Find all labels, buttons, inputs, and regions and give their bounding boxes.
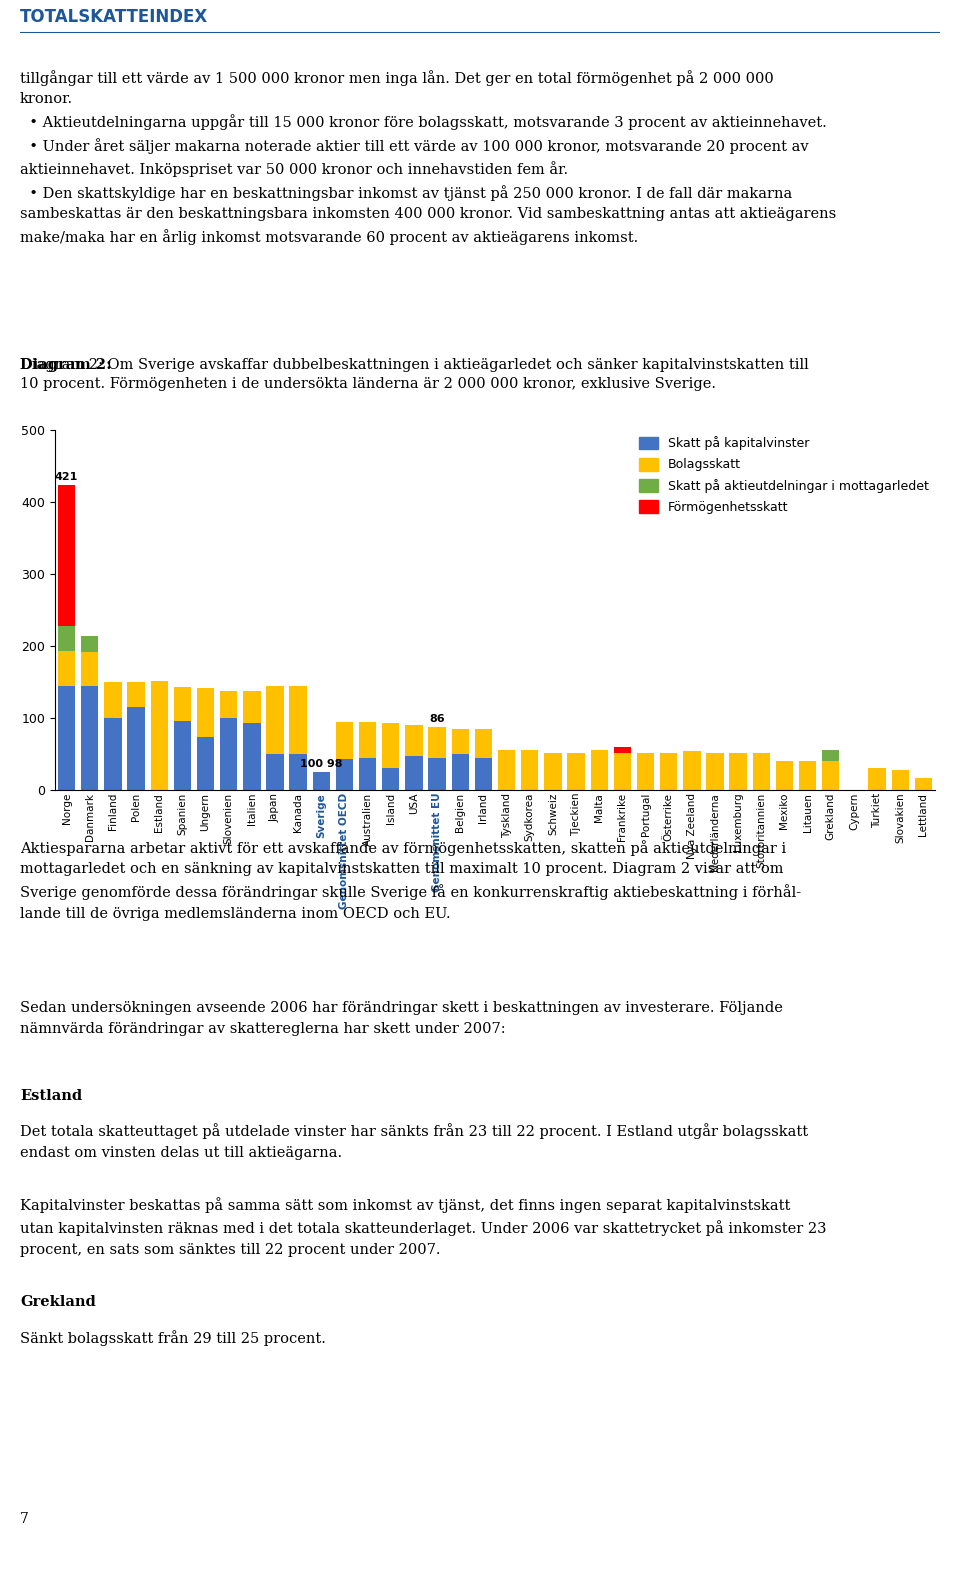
Bar	[428, 758, 445, 790]
Bar	[567, 753, 585, 790]
Bar	[336, 760, 353, 790]
Text: 86: 86	[429, 714, 444, 723]
Text: TOTALSKATTEINDEX: TOTALSKATTEINDEX	[20, 8, 208, 25]
Bar	[799, 761, 816, 790]
Bar	[382, 768, 399, 790]
Text: Kapitalvinster beskattas på samma sätt som inkomst av tjänst, det finns ingen se: Kapitalvinster beskattas på samma sätt s…	[20, 1197, 827, 1258]
Bar	[174, 722, 191, 790]
Bar	[81, 687, 99, 790]
Bar	[151, 680, 168, 790]
Bar	[822, 750, 839, 761]
Bar	[382, 723, 399, 768]
Text: Sänkt bolagsskatt från 29 till 25 procent.: Sänkt bolagsskatt från 29 till 25 procen…	[20, 1331, 325, 1347]
Bar	[428, 726, 445, 758]
Bar	[684, 752, 701, 790]
Bar	[613, 753, 631, 790]
Bar	[521, 750, 539, 790]
Bar	[81, 652, 99, 687]
Bar	[359, 722, 376, 758]
Bar	[313, 772, 330, 790]
Legend: Skatt på kapitalvinster, Bolagsskatt, Skatt på aktieutdelningar i mottagarledet,: Skatt på kapitalvinster, Bolagsskatt, Sk…	[639, 436, 928, 514]
Bar	[544, 753, 562, 790]
Bar	[451, 753, 468, 790]
Bar	[869, 768, 886, 790]
Bar	[636, 753, 654, 790]
Bar	[892, 769, 909, 790]
Text: Det totala skatteuttaget på utdelade vinster har sänkts från 23 till 22 procent.: Det totala skatteuttaget på utdelade vin…	[20, 1123, 808, 1159]
Bar	[128, 707, 145, 790]
Bar	[590, 750, 608, 790]
Text: Diagram 2:: Diagram 2:	[20, 358, 111, 373]
Bar	[475, 758, 492, 790]
Bar	[776, 761, 793, 790]
Bar	[58, 485, 75, 626]
Bar	[613, 747, 631, 753]
Bar	[405, 725, 422, 757]
Bar	[58, 626, 75, 650]
Bar	[105, 718, 122, 790]
Bar	[359, 758, 376, 790]
Bar	[730, 753, 747, 790]
Bar	[174, 687, 191, 722]
Bar	[81, 636, 99, 652]
Bar	[266, 685, 284, 753]
Text: Grekland: Grekland	[20, 1296, 96, 1308]
Bar	[753, 753, 770, 790]
Text: 7: 7	[20, 1511, 29, 1526]
Bar	[105, 682, 122, 718]
Text: Diagram 2: Om Sverige avskaffar dubbelbeskattningen i aktieägarledet och sänker : Diagram 2: Om Sverige avskaffar dubbelbe…	[20, 358, 808, 392]
Text: tillgångar till ett värde av 1 500 000 kronor men inga lån. Det ger en total för: tillgångar till ett värde av 1 500 000 k…	[20, 70, 836, 246]
Bar	[243, 723, 260, 790]
Bar	[405, 757, 422, 790]
Bar	[197, 688, 214, 737]
Text: Aktiespararna arbetar aktivt för ett avskaffande av förmögenhetsskatten, skatten: Aktiespararna arbetar aktivt för ett avs…	[20, 841, 802, 921]
Text: Sedan undersökningen avseende 2006 har förändringar skett i beskattningen av inv: Sedan undersökningen avseende 2006 har f…	[20, 1001, 782, 1036]
Bar	[266, 753, 284, 790]
Bar	[707, 753, 724, 790]
Bar	[660, 753, 678, 790]
Bar	[498, 750, 516, 790]
Bar	[197, 737, 214, 790]
Bar	[220, 690, 237, 718]
Text: 421: 421	[55, 473, 79, 482]
Bar	[58, 685, 75, 790]
Text: Estland: Estland	[20, 1088, 83, 1102]
Bar	[475, 730, 492, 758]
Text: 100 98: 100 98	[300, 760, 343, 769]
Bar	[336, 722, 353, 760]
Bar	[220, 718, 237, 790]
Bar	[451, 730, 468, 753]
Bar	[58, 650, 75, 685]
Bar	[290, 753, 307, 790]
Bar	[128, 682, 145, 707]
Bar	[290, 685, 307, 753]
Bar	[243, 690, 260, 723]
Bar	[822, 761, 839, 790]
Bar	[915, 779, 932, 790]
